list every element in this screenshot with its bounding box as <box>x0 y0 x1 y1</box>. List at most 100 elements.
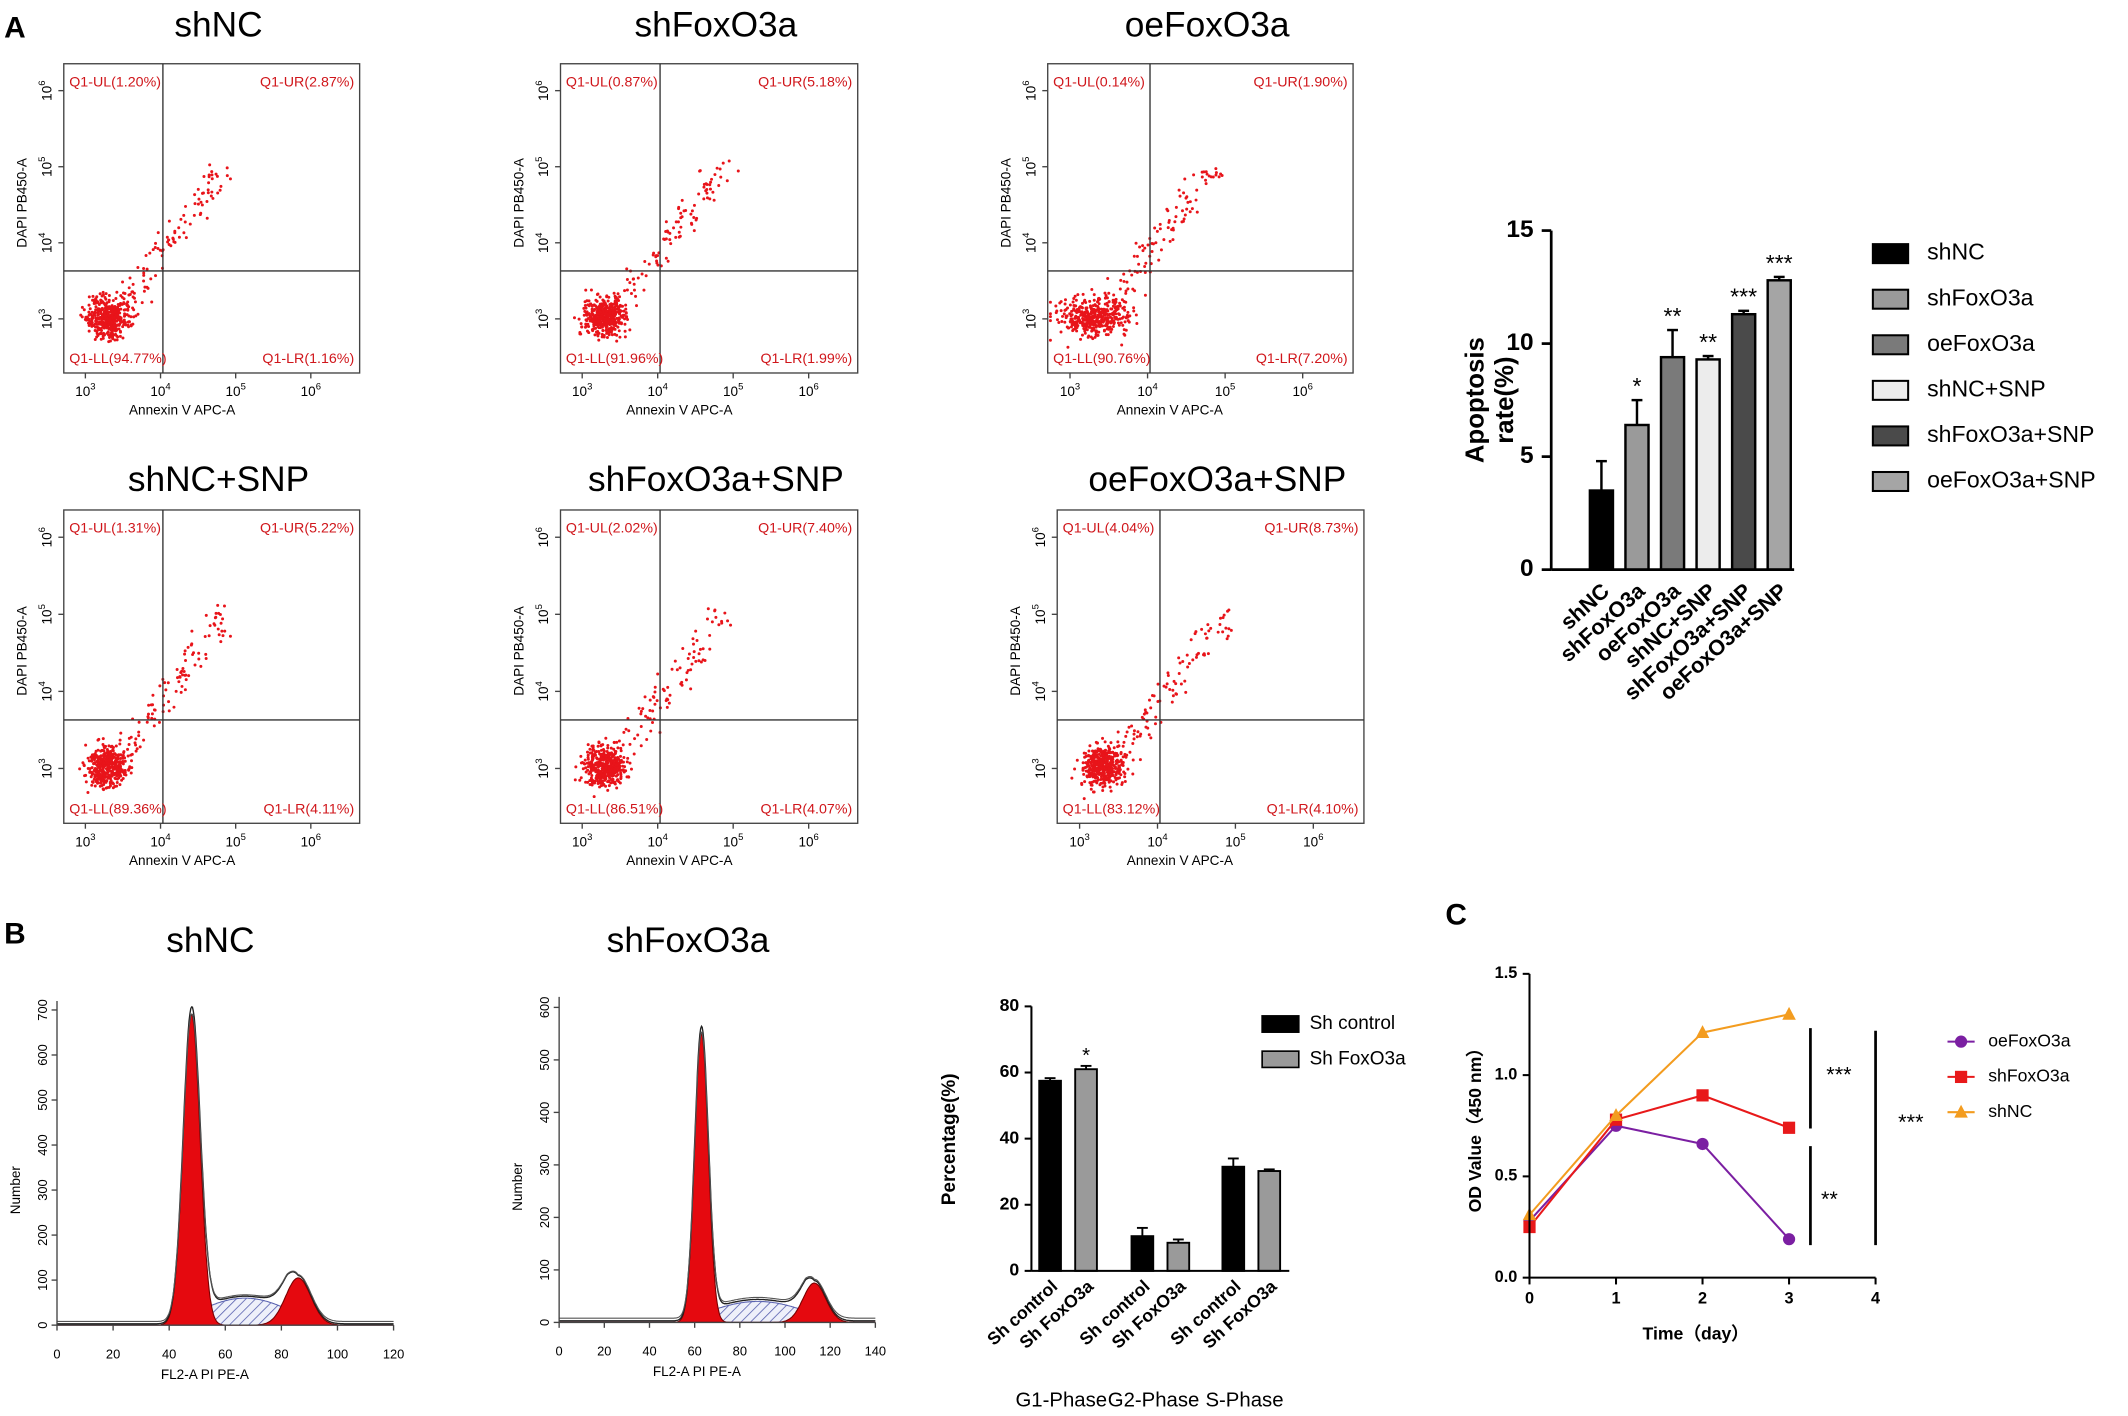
event-dot <box>1143 270 1147 274</box>
event-dot <box>591 327 595 331</box>
event-dot <box>1085 761 1089 765</box>
event-dot <box>675 668 679 672</box>
event-dot <box>1086 335 1090 339</box>
event-dot <box>1109 789 1113 793</box>
event-dot <box>1088 760 1092 764</box>
quadrant-label: Q1-LL(86.51%) <box>566 801 663 817</box>
y-tick-label: 1.5 <box>1495 964 1518 982</box>
event-dot <box>669 242 673 246</box>
tick-label: 106 <box>301 831 321 848</box>
event-dot <box>1171 228 1175 232</box>
event-dot <box>146 716 150 720</box>
tick-exp: 4 <box>533 681 544 686</box>
event-dot <box>686 657 690 660</box>
event-dot <box>117 308 121 312</box>
event-dot <box>1104 294 1108 298</box>
event-dot <box>599 315 603 319</box>
x-tick-label: 100 <box>327 1346 348 1361</box>
event-dot <box>1071 329 1075 333</box>
event-dot <box>605 320 609 324</box>
event-dot <box>208 163 212 167</box>
event-dot <box>174 689 178 693</box>
event-dot <box>1131 742 1135 746</box>
y-axis-label: DAPI PB450-A <box>511 157 526 248</box>
event-dot <box>209 194 213 198</box>
event-dot <box>692 216 696 220</box>
event-dot <box>1093 335 1097 339</box>
tick-label: 105 <box>1020 157 1038 177</box>
event-dot <box>619 772 623 776</box>
event-dot <box>1097 330 1101 334</box>
tick-label: 106 <box>533 527 551 547</box>
event-dot <box>97 761 101 765</box>
event-dot <box>207 634 211 638</box>
event-dot <box>94 305 98 309</box>
event-dot <box>616 305 620 309</box>
event-dot <box>623 765 627 769</box>
event-dot <box>1124 734 1128 738</box>
event-dot <box>104 786 108 790</box>
event-dot <box>216 627 220 631</box>
event-dot <box>612 291 616 295</box>
event-dot <box>605 335 609 339</box>
event-dot <box>623 289 627 293</box>
event-dot <box>1116 304 1120 308</box>
tick-exp: 5 <box>241 831 246 842</box>
event-dot <box>651 709 655 713</box>
event-dot <box>653 690 657 694</box>
event-dot <box>181 673 185 677</box>
y-axis-label: DAPI PB450-A <box>15 157 30 248</box>
bar <box>1166 1241 1191 1272</box>
event-dot <box>698 647 702 651</box>
event-dot <box>137 734 141 738</box>
event-dot <box>1117 323 1121 327</box>
event-dot <box>1174 215 1178 219</box>
event-dot <box>101 320 105 324</box>
event-dot <box>673 659 677 663</box>
legend-label: Sh FoxO3a <box>1310 1048 1406 1069</box>
tick-exp: 4 <box>165 381 170 392</box>
event-dot <box>96 334 100 338</box>
point <box>1696 1137 1709 1151</box>
event-dot <box>604 777 608 781</box>
event-dot <box>717 184 721 188</box>
tick-label: 103 <box>1030 758 1048 778</box>
event-dot <box>102 761 106 765</box>
event-dot <box>1087 325 1091 329</box>
event-dot <box>113 310 117 314</box>
significance: *** <box>1766 250 1793 276</box>
event-dot <box>599 306 603 310</box>
event-dot <box>151 693 155 697</box>
event-dot <box>1098 321 1102 325</box>
event-dot <box>668 693 672 697</box>
event-dot <box>602 308 606 312</box>
tick-exp: 3 <box>587 381 592 392</box>
event-dot <box>1068 319 1072 323</box>
event-dot <box>618 764 622 768</box>
event-dot <box>1085 306 1089 310</box>
event-dot <box>605 309 608 313</box>
event-dot <box>99 301 103 305</box>
event-dot <box>216 191 220 195</box>
event-dot <box>591 765 595 769</box>
event-dot <box>219 621 223 625</box>
event-dot <box>1203 632 1207 636</box>
event-dot <box>622 730 626 734</box>
x-axis-label: FL2-A PI PE-A <box>161 1367 250 1382</box>
event-dot <box>1125 730 1129 734</box>
event-dot <box>82 308 86 312</box>
event-dot <box>130 759 133 763</box>
event-dot <box>123 756 127 760</box>
event-dot <box>664 256 668 260</box>
event-dot <box>1090 781 1094 785</box>
event-dot <box>609 759 613 763</box>
event-dot <box>615 786 619 790</box>
event-dot <box>616 778 620 782</box>
tick-exp: 4 <box>1152 381 1157 392</box>
event-dot <box>1174 205 1178 209</box>
event-dot <box>176 676 180 680</box>
tick-label: 104 <box>37 233 55 253</box>
plot-title: shFoxO3a <box>635 5 798 44</box>
event-dot <box>1111 755 1115 759</box>
event-dot <box>90 310 94 314</box>
